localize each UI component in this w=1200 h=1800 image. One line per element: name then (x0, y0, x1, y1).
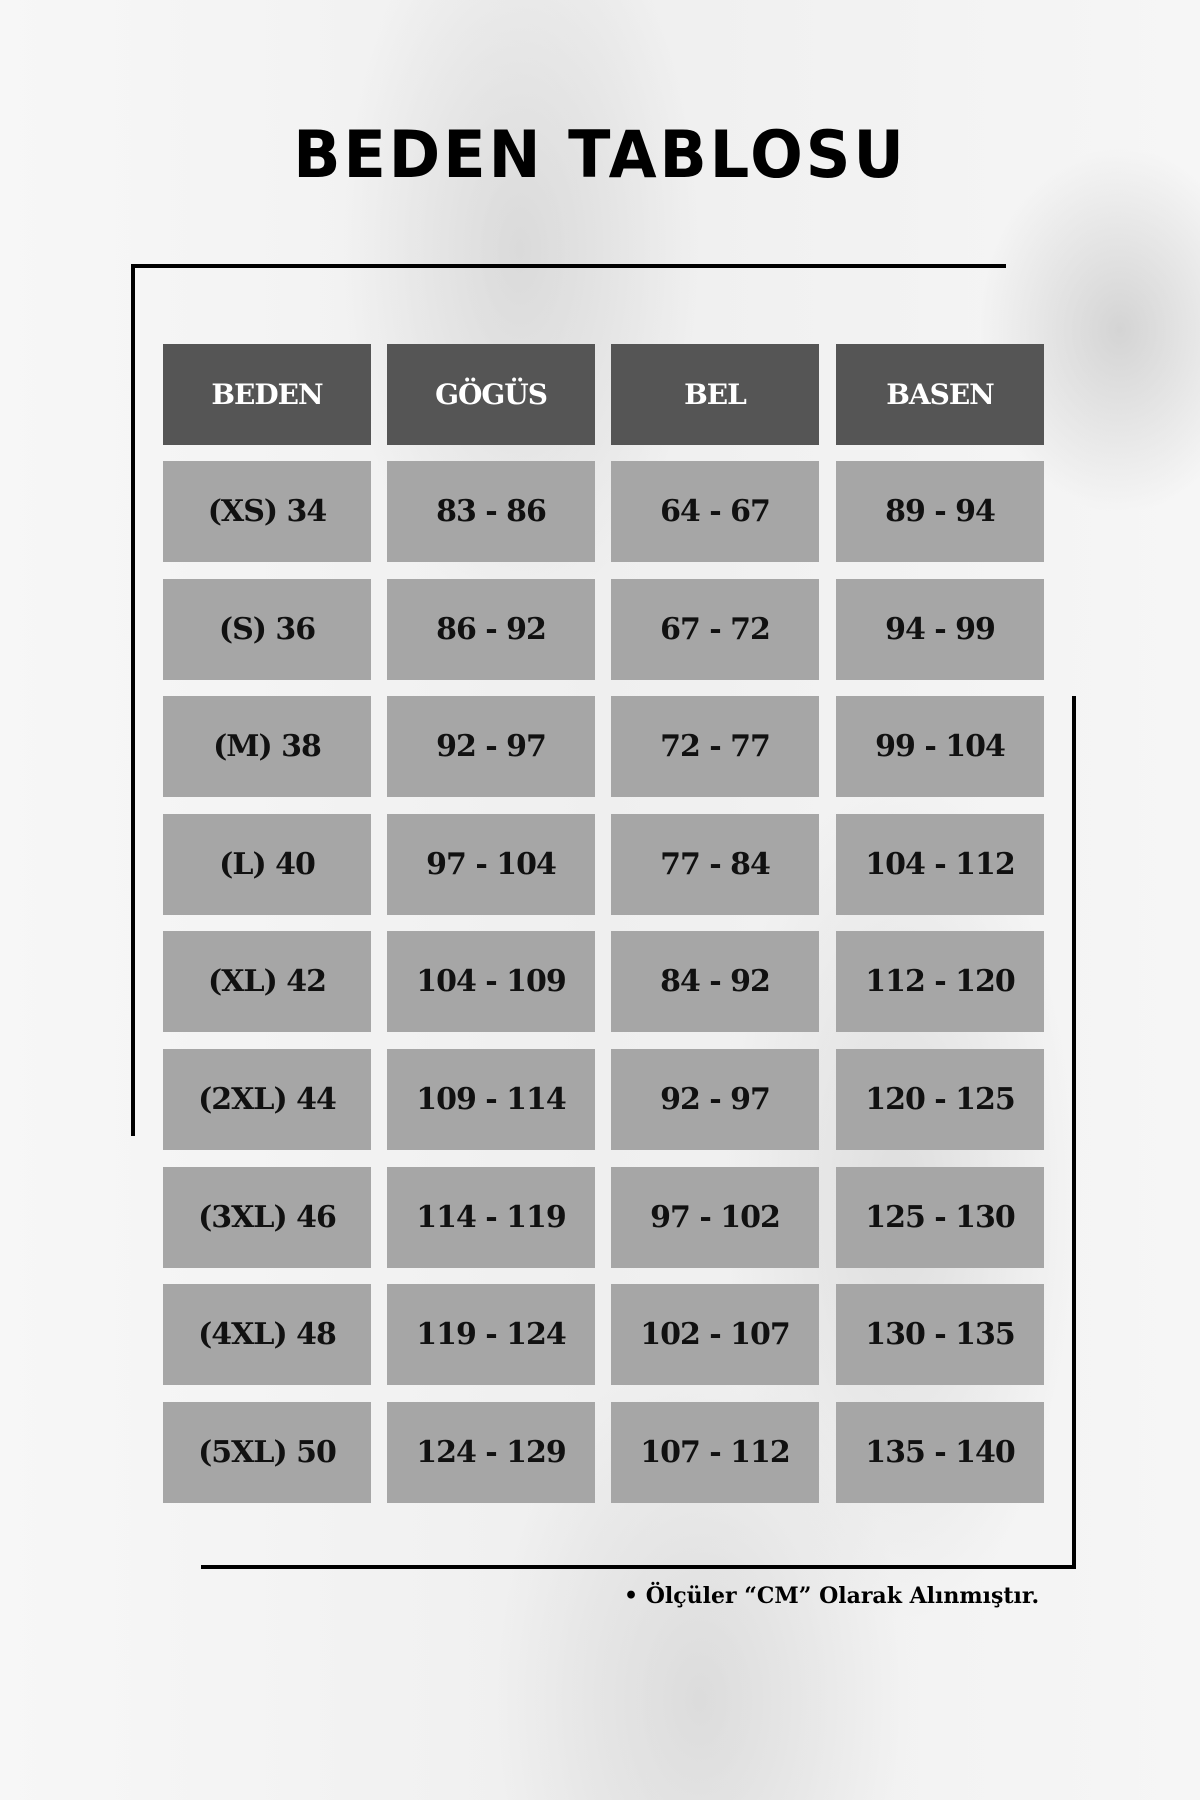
frame-right-line (1072, 696, 1076, 1569)
table-cell: 114 - 119 (387, 1166, 595, 1268)
table-cell: 120 - 125 (836, 1049, 1044, 1150)
table-cell: 104 - 112 (836, 813, 1044, 915)
table-cell: 102 - 107 (611, 1284, 819, 1386)
table-cell: (3XL) 46 (163, 1166, 371, 1268)
table-cell: 97 - 102 (611, 1166, 819, 1268)
frame-bottom-line (201, 1565, 1076, 1569)
table-cell: (2XL) 44 (163, 1049, 371, 1150)
column-header: BASEN (836, 344, 1044, 445)
table-cell: (4XL) 48 (163, 1284, 371, 1386)
column-header: BEDEN (163, 344, 371, 445)
frame-top-line (134, 264, 1006, 268)
table-cell: (XS) 34 (163, 461, 371, 562)
frame-left-line (131, 264, 135, 1136)
column-header: BEL (611, 344, 819, 445)
table-cell: 72 - 77 (611, 696, 819, 798)
table-cell: 135 - 140 (836, 1401, 1044, 1503)
table-cell: 99 - 104 (836, 696, 1044, 798)
page-title: BEDEN TABLOSU (293, 116, 907, 193)
table-cell: (L) 40 (163, 813, 371, 915)
table-cell: (M) 38 (163, 696, 371, 798)
table-cell: 124 - 129 (387, 1401, 595, 1503)
table-cell: 83 - 86 (387, 461, 595, 562)
table-cell: 84 - 92 (611, 931, 819, 1033)
table-cell: 77 - 84 (611, 813, 819, 915)
table-cell: 97 - 104 (387, 813, 595, 915)
table-cell: 64 - 67 (611, 461, 819, 562)
table-cell: 94 - 99 (836, 578, 1044, 680)
table-cell: 67 - 72 (611, 578, 819, 680)
table-cell: 125 - 130 (836, 1166, 1044, 1268)
table-cell: (XL) 42 (163, 931, 371, 1033)
table-cell: 104 - 109 (387, 931, 595, 1033)
table-cell: 86 - 92 (387, 578, 595, 680)
table-cell: 92 - 97 (387, 696, 595, 798)
table-cell: (S) 36 (163, 578, 371, 680)
table-cell: 112 - 120 (836, 931, 1044, 1033)
table-cell: 92 - 97 (611, 1049, 819, 1150)
table-cell: 109 - 114 (387, 1049, 595, 1150)
column-header: GÖGÜS (387, 344, 595, 445)
table-cell: 89 - 94 (836, 461, 1044, 562)
table-cell: 107 - 112 (611, 1401, 819, 1503)
table-cell: 119 - 124 (387, 1284, 595, 1386)
table-cell: 130 - 135 (836, 1284, 1044, 1386)
table-cell: (5XL) 50 (163, 1401, 371, 1503)
measurement-note: • Ölçüler “CM” Olarak Alınmıştır. (624, 1583, 1040, 1609)
